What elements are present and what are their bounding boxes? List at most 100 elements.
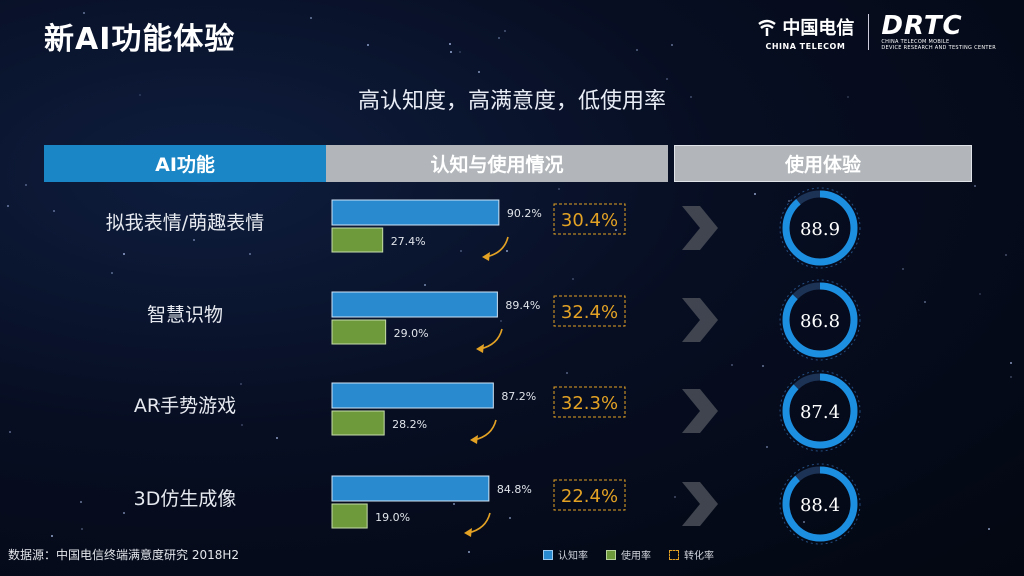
awareness-value-label: 87.2%: [501, 390, 536, 403]
conversion-box: [553, 295, 626, 327]
star: [505, 250, 508, 253]
legend-conversion-label: 转化率: [684, 551, 714, 562]
star: [557, 188, 560, 191]
star: [111, 272, 114, 275]
star: [241, 423, 244, 426]
star: [503, 29, 506, 32]
awareness-value-label: 84.8%: [497, 483, 532, 496]
star: [8, 431, 11, 434]
star: [80, 500, 83, 503]
star: [901, 268, 904, 271]
legend-awareness-label: 认知率: [558, 551, 588, 562]
conversion-arrow-head: [470, 435, 478, 444]
usage-bar: [331, 319, 387, 345]
drtc-sub-1: CHINA TELECOM MOBILE: [881, 39, 950, 45]
star: [1010, 375, 1013, 378]
star: [459, 51, 462, 54]
legend-usage: 使用率: [606, 547, 651, 562]
conversion-box: [553, 386, 626, 418]
conversion-value-label: 22.4%: [561, 486, 618, 507]
legend-usage-swatch: [606, 549, 616, 560]
awareness-value-label: 90.2%: [507, 207, 542, 220]
conversion-arrow-head: [476, 344, 484, 353]
legend-conversion: 转化率: [669, 547, 714, 562]
usage-bar: [331, 503, 368, 529]
awareness-bar: [331, 382, 494, 409]
usage-value-label: 28.2%: [392, 418, 427, 431]
experience-score-label: 88.4: [800, 495, 840, 516]
star: [52, 210, 55, 213]
star: [449, 43, 452, 45]
data-source-note: 数据源：中国电信终端满意度研究 2018H2: [8, 548, 240, 562]
legend-awareness: 认知率: [543, 547, 588, 562]
star: [396, 104, 399, 107]
star: [219, 224, 222, 227]
star: [275, 436, 278, 439]
score-ring-arc: [782, 373, 858, 449]
star: [566, 371, 569, 374]
chevron-arrow: [682, 206, 718, 250]
usage-value-label: 29.0%: [394, 327, 429, 340]
star: [310, 16, 313, 19]
star: [765, 445, 768, 448]
star: [847, 96, 850, 99]
star: [753, 192, 756, 195]
star: [157, 403, 160, 406]
feature-name: AR手势游戏: [133, 395, 237, 417]
star: [192, 238, 195, 241]
star: [731, 364, 734, 367]
header-ai-feature: AI功能: [44, 145, 326, 182]
page-title: 新AI功能体验: [44, 22, 236, 57]
star: [690, 96, 693, 99]
star: [498, 36, 501, 39]
star: [423, 283, 426, 286]
star: [239, 383, 242, 386]
subtitle: 高认知度，高满意度，低使用率: [357, 89, 666, 114]
star: [978, 293, 981, 296]
star: [615, 228, 618, 231]
usage-value-label: 19.0%: [375, 511, 410, 524]
experience-score-label: 88.9: [800, 219, 840, 240]
star: [7, 205, 10, 208]
chevron-arrow: [682, 389, 718, 433]
star: [122, 512, 125, 515]
chevron-arrow: [682, 298, 718, 342]
star: [478, 71, 481, 74]
awareness-value-label: 89.4%: [505, 299, 540, 312]
usage-bar: [331, 227, 384, 253]
star: [452, 502, 455, 505]
awareness-bar: [331, 199, 500, 226]
conversion-value-label: 32.4%: [561, 302, 618, 323]
experience-score-label: 87.4: [800, 402, 840, 423]
chevron-arrow: [682, 482, 718, 526]
telecom-en-text: CHINA TELECOM: [765, 41, 846, 51]
star: [673, 495, 676, 498]
star: [974, 185, 977, 188]
star: [139, 93, 142, 96]
legend: 认知率 使用率 转化率: [543, 547, 714, 562]
legend-awareness-swatch: [543, 549, 553, 560]
conversion-arrow-head: [482, 252, 490, 261]
star: [84, 38, 87, 41]
legend-conversion-swatch: [669, 549, 679, 560]
drtc-sub-2: DEVICE RESEARCH AND TESTING CENTER: [881, 45, 996, 51]
logo-area: 中国电信 CHINA TELECOM DRTC CHINA TELECOM MO…: [756, 10, 996, 54]
star: [924, 301, 927, 304]
star: [83, 11, 86, 14]
score-ring-outer: [779, 463, 861, 545]
score-ring-outer: [779, 187, 861, 269]
star: [508, 516, 511, 519]
feature-name: 智慧识物: [146, 304, 223, 326]
feature-name: 3D仿生成像: [133, 488, 237, 510]
score-ring-outer: [779, 370, 861, 452]
star: [1009, 362, 1012, 365]
score-ring-outer: [779, 279, 861, 361]
star: [987, 528, 990, 531]
star: [449, 50, 452, 53]
star: [24, 184, 27, 187]
star: [51, 535, 54, 538]
drtc-mark: DRTC: [881, 11, 963, 41]
star: [762, 364, 765, 367]
star: [459, 250, 462, 253]
